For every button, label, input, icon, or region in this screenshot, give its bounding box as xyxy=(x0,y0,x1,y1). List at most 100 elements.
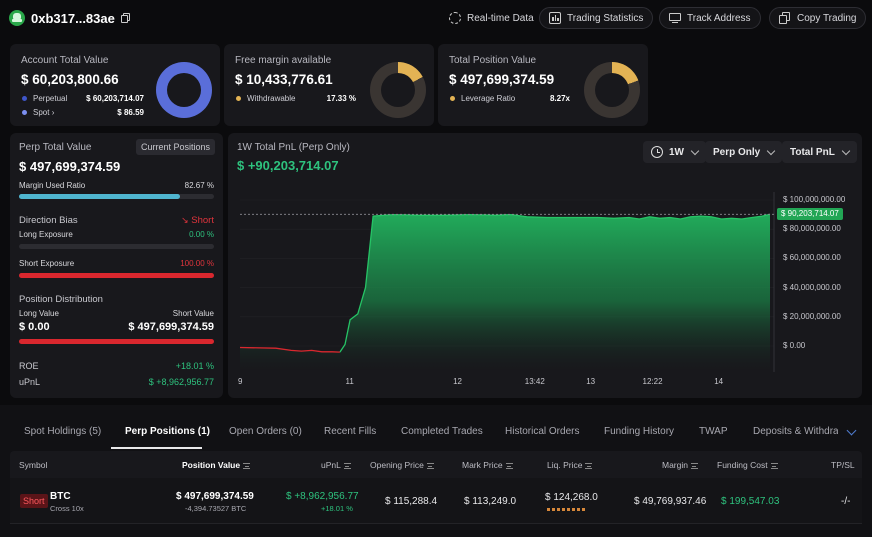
wallet-address: 0xb317...83ae xyxy=(31,11,115,26)
free-margin-card: Free margin available $ 10,433,776.61 Wi… xyxy=(224,44,434,126)
current-positions-button[interactable]: Current Positions xyxy=(135,139,215,155)
tab-open-orders[interactable]: Open Orders (0) xyxy=(229,426,302,437)
col-margin-label: Margin xyxy=(662,460,688,470)
y-tick-label: $ 40,000,000.00 xyxy=(783,282,841,292)
chevron-down-icon xyxy=(690,146,700,155)
perpetual-value: $ 60,203,714.07 xyxy=(86,94,144,103)
margin-used-label: Margin Used Ratio xyxy=(19,181,86,190)
margin-used-fill xyxy=(19,194,181,199)
sort-icon xyxy=(505,462,513,469)
roe-label: ROE xyxy=(19,361,39,371)
spot-dot xyxy=(22,110,27,116)
spot-row[interactable]: Spot › $ 86.59 xyxy=(22,108,144,117)
tab-completed-trades[interactable]: Completed Trades xyxy=(401,426,483,437)
total-position-value: $ 497,699,374.59 xyxy=(449,72,555,87)
col-funding-cost[interactable]: Funding Cost xyxy=(717,460,778,470)
trend-down-icon: ↘ xyxy=(181,215,189,225)
copy-trading-button[interactable]: Copy Trading xyxy=(769,7,867,29)
bar-chart-icon xyxy=(549,12,561,24)
copy-icon xyxy=(779,12,791,24)
range-select[interactable]: 1W xyxy=(643,141,706,163)
withdrawable-dot xyxy=(236,96,241,102)
short-exposure-bar xyxy=(19,273,214,278)
leverage-row: Leverage Ratio 8.27x xyxy=(450,94,570,103)
col-funding-cost-label: Funding Cost xyxy=(717,460,768,470)
realtime-data-button[interactable]: Real-time Data xyxy=(440,7,543,29)
row-opening-price: $ 115,288.4 xyxy=(385,496,438,507)
sort-icon xyxy=(426,462,434,469)
sort-icon xyxy=(770,462,778,469)
row-tpsl[interactable]: -/- xyxy=(841,496,851,507)
coin-symbol: BTC xyxy=(50,491,71,502)
x-tick-label: 14 xyxy=(714,377,724,386)
tab-historical-orders[interactable]: Historical Orders xyxy=(505,426,580,437)
tab-deposits-withdrawals[interactable]: Deposits & Withdraw xyxy=(753,426,838,437)
metric-select[interactable]: Total PnL xyxy=(782,141,857,163)
tab-funding-history[interactable]: Funding History xyxy=(604,426,675,437)
withdrawable-value: 17.33 % xyxy=(326,94,356,103)
tab-perp-positions[interactable]: Perp Positions (1) xyxy=(125,426,211,437)
clock-icon xyxy=(651,146,663,158)
leverage-donut-chart xyxy=(584,62,640,118)
leverage-label: Leverage Ratio xyxy=(461,94,516,103)
tab-spot-holdings[interactable]: Spot Holdings (5) xyxy=(24,426,102,437)
position-distribution-label: Position Distribution xyxy=(19,294,103,305)
tab-recent-fills[interactable]: Recent Fills xyxy=(324,426,377,437)
table-row[interactable] xyxy=(10,478,862,524)
col-margin[interactable]: Margin xyxy=(662,460,698,470)
col-tpsl: TP/SL xyxy=(831,460,855,470)
row-position-size: -4,394.73527 BTC xyxy=(185,504,247,513)
free-margin-value: $ 10,433,776.61 xyxy=(235,72,333,87)
x-tick-label: 11 xyxy=(345,377,354,386)
trading-statistics-button[interactable]: Trading Statistics xyxy=(539,7,654,29)
y-tick-label: $ 0.00 xyxy=(783,341,806,350)
col-symbol: Symbol xyxy=(19,460,48,470)
chevron-right-icon: › xyxy=(49,108,55,117)
sort-icon xyxy=(690,462,698,469)
upnl-label: uPnL xyxy=(19,377,41,387)
col-mark-price-label: Mark Price xyxy=(462,460,503,470)
col-liq-price-label: Liq. Price xyxy=(547,460,583,470)
col-mark-price[interactable]: Mark Price xyxy=(462,460,513,470)
track-address-button[interactable]: Track Address xyxy=(659,7,761,29)
short-exposure-value: 100.00 % xyxy=(180,259,214,268)
perpetual-dot xyxy=(22,96,27,102)
y-tick-label: $ 20,000,000.00 xyxy=(783,311,841,321)
sort-icon xyxy=(343,462,351,469)
perp-total-title: Perp Total Value xyxy=(19,142,92,153)
pnl-line-negative xyxy=(239,346,340,353)
upnl-value: $ +8,962,956.77 xyxy=(148,377,214,387)
col-position-value[interactable]: Position Value xyxy=(182,460,251,470)
x-tick-label: 13:42 xyxy=(524,377,545,386)
current-value-tag: $ 90,203,714.07 xyxy=(777,208,843,220)
chevron-down-icon xyxy=(767,146,776,155)
x-tick-label: 12 xyxy=(453,377,462,386)
current-value-tag-label: $ 90,203,714.07 xyxy=(781,209,839,218)
tab-twap[interactable]: TWAP xyxy=(699,426,728,437)
y-tick-label: $ 80,000,000.00 xyxy=(783,224,841,234)
leverage-value: 8.27x xyxy=(549,94,570,103)
col-opening-price-label: Opening Price xyxy=(370,460,424,470)
header: 0xb317...83ae Real-time Data Trading Sta… xyxy=(0,0,872,36)
scope-select[interactable]: Perp Only xyxy=(705,141,783,163)
margin-used-value: 82.67 % xyxy=(184,181,214,190)
total-position-title: Total Position Value xyxy=(449,55,537,66)
account-total-card: Account Total Value $ 60,203,800.66 Perp… xyxy=(10,44,220,126)
col-position-value-label: Position Value xyxy=(182,460,241,470)
direction-bias-text: Short xyxy=(191,215,214,226)
copy-address-icon[interactable] xyxy=(121,13,130,23)
long-exposure-value: 0.00 % xyxy=(189,230,214,239)
chevron-down-icon xyxy=(841,146,851,155)
range-select-label: 1W xyxy=(669,146,684,158)
col-liq-price[interactable]: Liq. Price xyxy=(547,460,593,470)
account-total-value: $ 60,203,800.66 xyxy=(21,72,119,87)
pnl-area-chart xyxy=(239,192,775,372)
col-upnl[interactable]: uPnL xyxy=(321,460,351,470)
copy-trading-label: Copy Trading xyxy=(797,12,857,24)
direction-bias-label: Direction Bias xyxy=(19,215,78,226)
col-opening-price[interactable]: Opening Price xyxy=(370,460,434,470)
withdrawable-row: Withdrawable 17.33 % xyxy=(236,94,356,103)
scope-select-label: Perp Only xyxy=(713,146,761,158)
spot-value: $ 86.59 xyxy=(117,108,144,117)
free-margin-donut-chart xyxy=(370,62,426,118)
